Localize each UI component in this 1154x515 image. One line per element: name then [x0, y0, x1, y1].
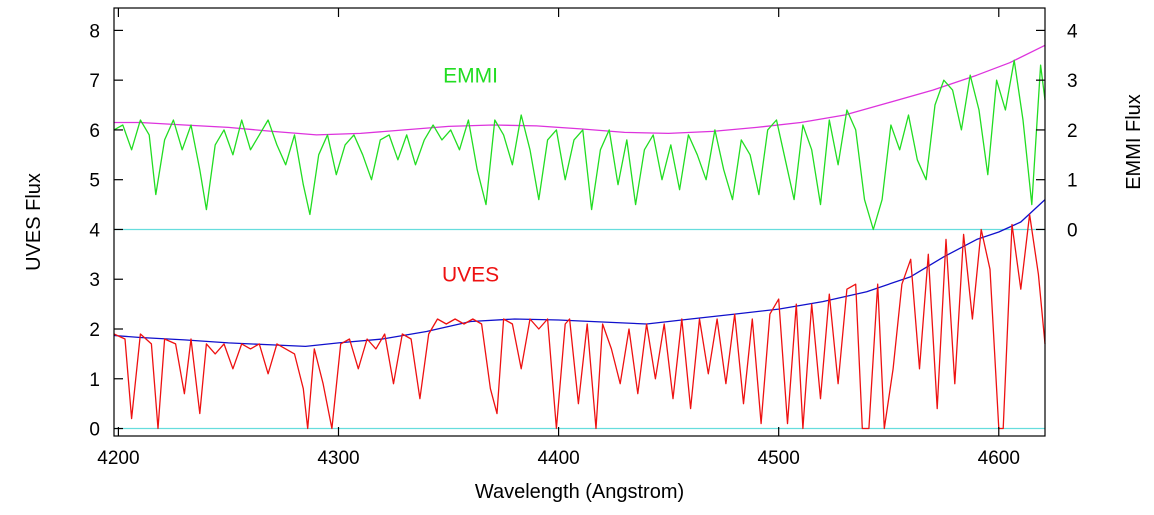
- uves-continuum-line: [113, 199, 1046, 348]
- right-y-tick-label-2: 2: [1067, 121, 1078, 142]
- series-label-emmi: EMMI: [443, 65, 498, 88]
- series-group: [113, 44, 1046, 430]
- left-y-tick-label-8: 8: [89, 21, 100, 42]
- uves-spectrum-line: [113, 213, 1046, 430]
- axis-ticks: 4200 4300 4400 4500 4600 0 1 2 3 4 5 6 7 8 0 1 2 3 4: [89, 8, 1078, 469]
- series-label-uves: UVES: [442, 264, 499, 287]
- left-y-tick-label-6: 6: [89, 121, 100, 142]
- emmi-continuum-line: [114, 44, 1046, 136]
- right-y-tick-label-4: 4: [1067, 21, 1078, 42]
- left-y-tick-label-4: 4: [89, 220, 100, 241]
- left-y-tick-label-7: 7: [89, 71, 100, 92]
- plot-frame: [113, 7, 1046, 437]
- left-y-axis-title: UVES Flux: [23, 173, 45, 271]
- left-y-tick-label-5: 5: [89, 171, 100, 192]
- x-tick-label-4600: 4600: [978, 448, 1020, 469]
- left-y-tick-label-2: 2: [89, 320, 100, 341]
- left-y-tick-label-3: 3: [89, 270, 100, 291]
- x-tick-label-4400: 4400: [537, 448, 579, 469]
- right-y-tick-label-0: 0: [1067, 220, 1078, 241]
- x-axis-title: Wavelength (Angstrom): [475, 481, 684, 503]
- emmi-spectrum-line: [113, 59, 1046, 231]
- right-y-tick-label-3: 3: [1067, 71, 1078, 92]
- x-tick-label-4300: 4300: [317, 448, 359, 469]
- right-y-tick-label-1: 1: [1067, 171, 1078, 192]
- reference-lines: [114, 228, 1045, 430]
- left-y-tick-label-0: 0: [89, 420, 100, 441]
- right-y-axis-title: EMMI Flux: [1123, 94, 1145, 190]
- x-tick-label-4200: 4200: [97, 448, 139, 469]
- left-y-tick-label-1: 1: [89, 370, 100, 391]
- x-tick-label-4500: 4500: [758, 448, 800, 469]
- series-labels: EMMI UVES: [442, 65, 499, 287]
